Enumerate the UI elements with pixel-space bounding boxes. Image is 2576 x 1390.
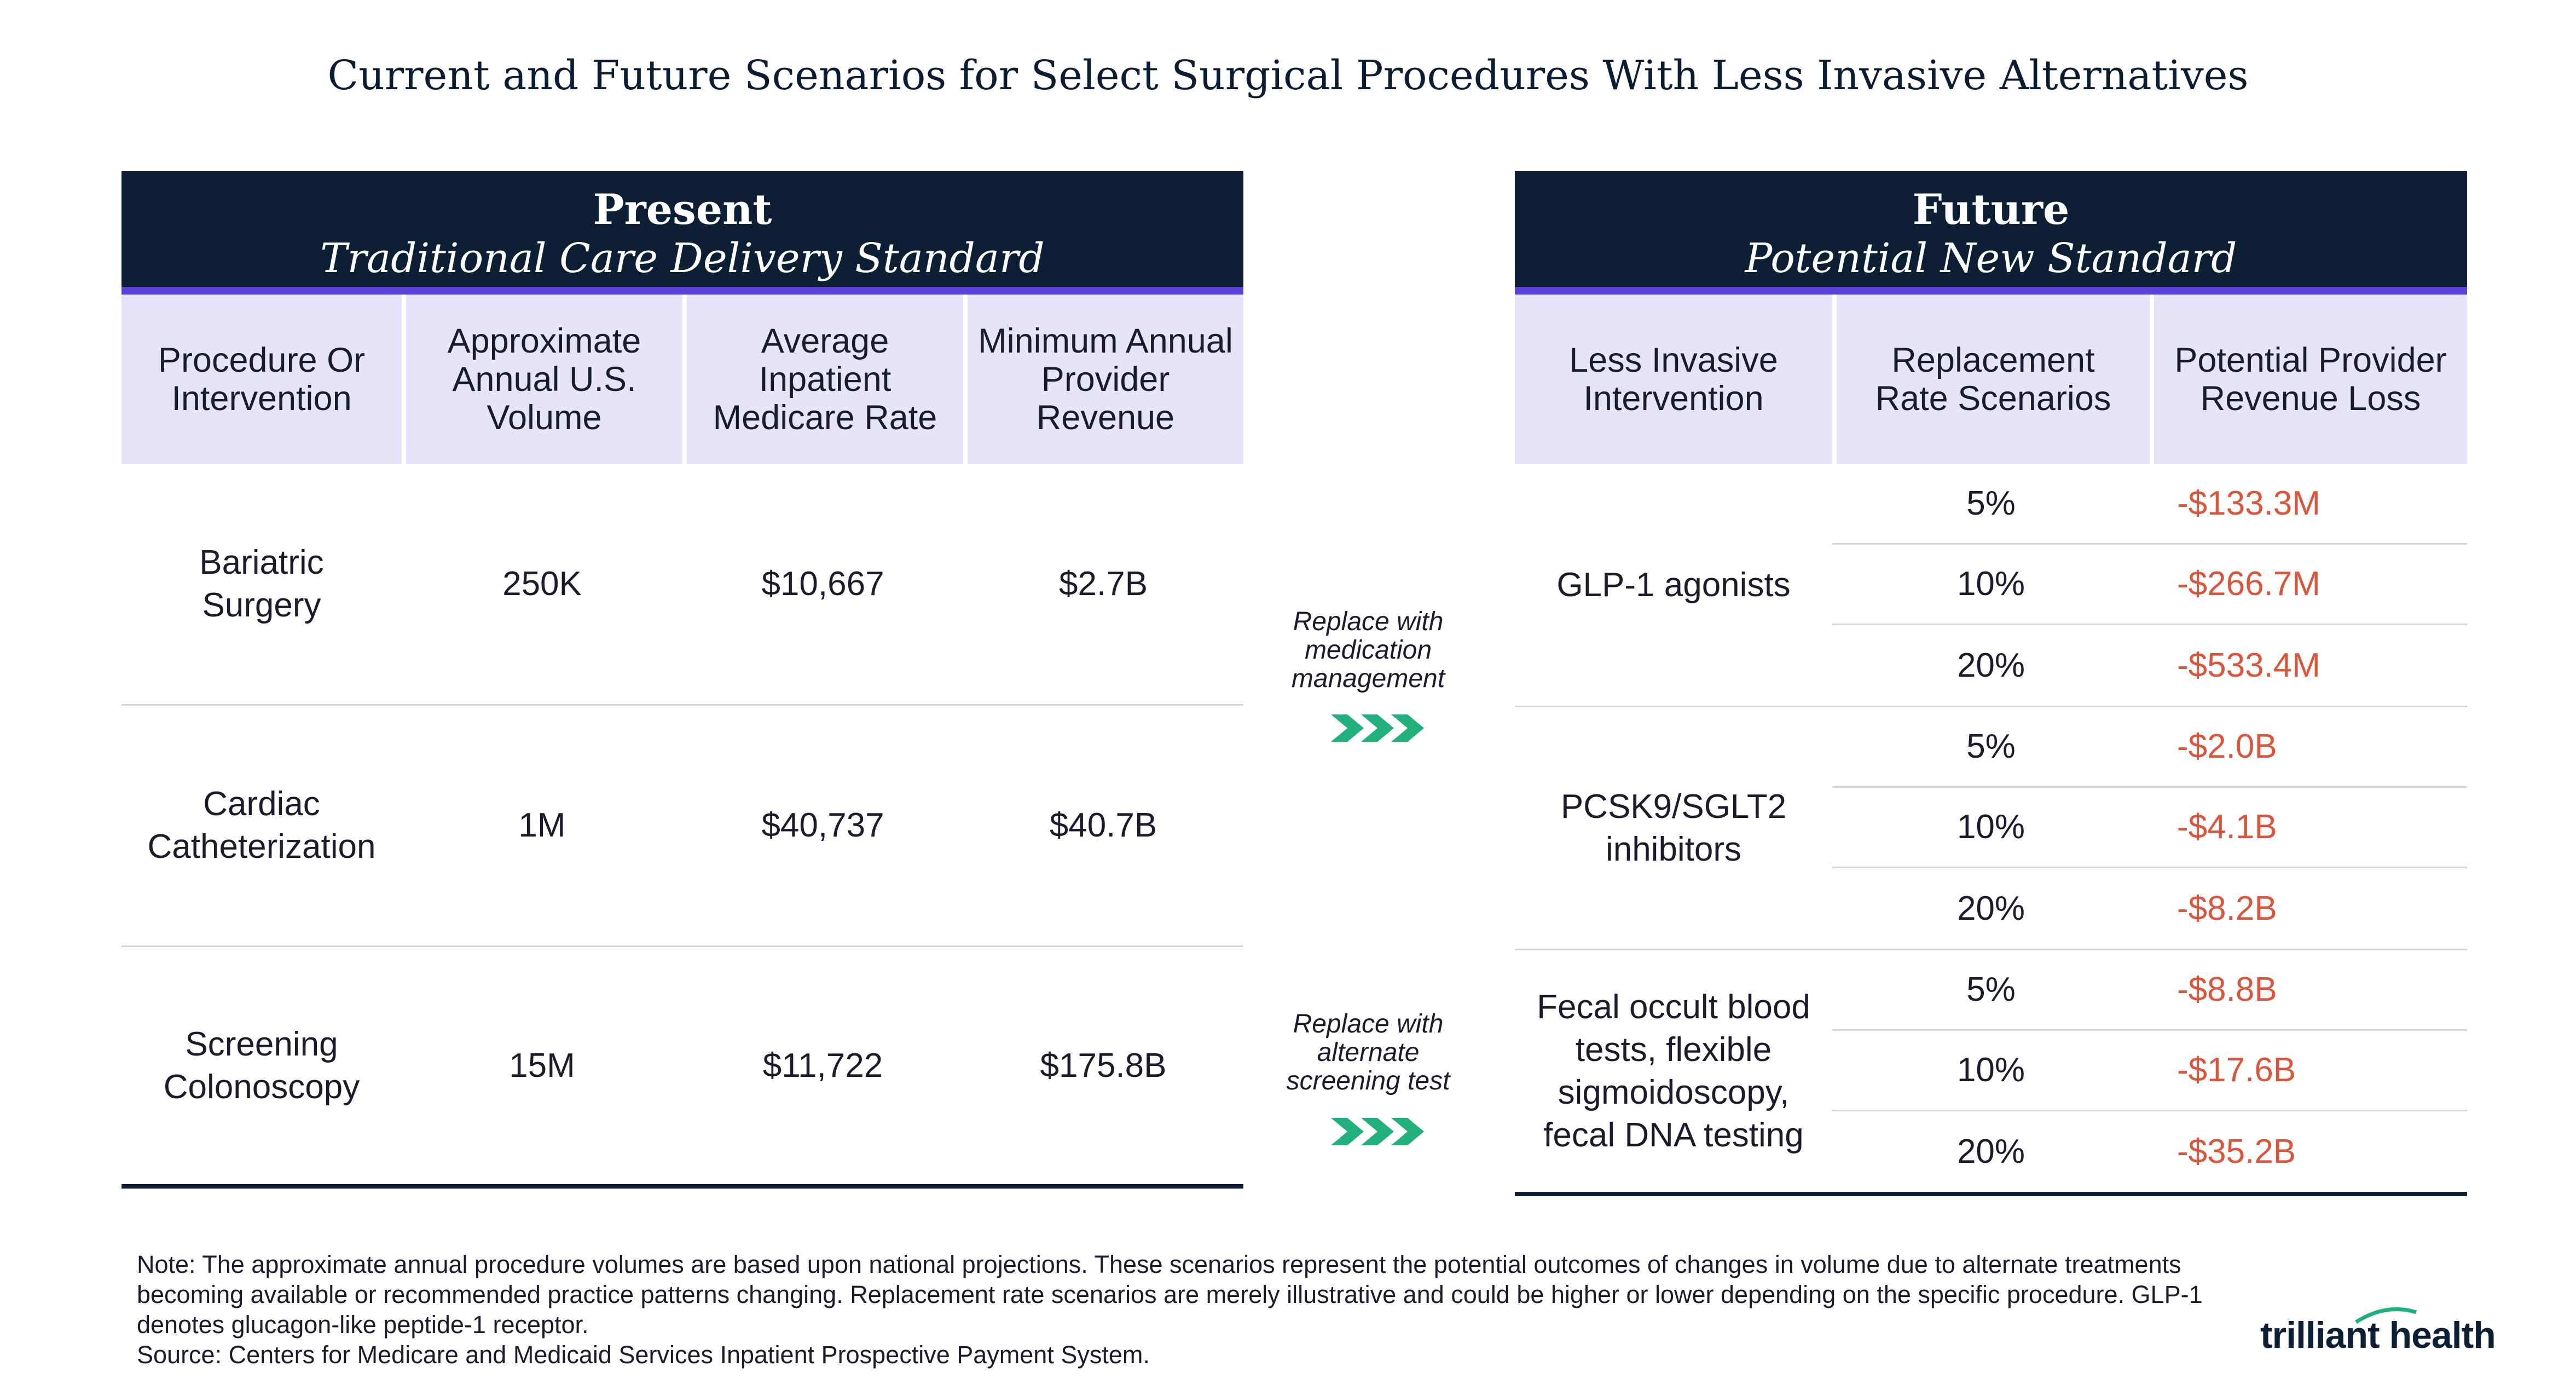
future-panel: Future Potential New Standard Less Invas…	[1515, 171, 2467, 1196]
present-column-headers: Procedure Or Intervention Approximate An…	[121, 295, 1243, 464]
future-header: Future Potential New Standard	[1515, 171, 2467, 295]
logo-swoosh-icon	[2355, 1307, 2417, 1324]
column-header-revenue: Minimum Annual Provider Revenue	[963, 295, 1243, 464]
page-title: Current and Future Scenarios for Select …	[327, 52, 2249, 99]
column-header-label: Minimum Annual Provider Revenue	[978, 322, 1233, 437]
chevron-arrows-icon	[1331, 1118, 1424, 1145]
procedure-name: Bariatric Surgery	[199, 544, 324, 624]
column-header-label: Potential Provider Revenue Loss	[2174, 341, 2447, 418]
column-header-label: Average Inpatient Medicare Rate	[713, 322, 937, 437]
column-header-label: Less Invasive Intervention	[1569, 341, 1778, 418]
future-column-headers: Less Invasive Intervention Replacement R…	[1515, 295, 2467, 464]
scenario-list: 5% -$2.0B 10% -$4.1B 20% -$8.2B	[1832, 707, 2467, 949]
replace-medication-label: Replace with medication management	[1291, 607, 1445, 693]
replacement-rate: 20%	[1956, 646, 2025, 684]
replacement-rate: 5%	[1966, 971, 2016, 1008]
column-header-procedure: Procedure Or Intervention	[121, 295, 402, 464]
revenue-loss: -$266.7M	[2177, 565, 2320, 603]
procedure-cell: Screening Colonoscopy	[121, 1023, 402, 1109]
scenario-row: 10% -$4.1B	[1832, 788, 2467, 868]
footnote-source: Source: Centers for Medicare and Medicai…	[137, 1341, 1150, 1369]
table-row: Cardiac Catheterization 1M $40,737 $40.7…	[121, 706, 1243, 947]
footnote-note: Note: The approximate annual procedure v…	[137, 1250, 2203, 1339]
revenue-loss: -$35.2B	[2177, 1132, 2296, 1170]
replacement-rate: 20%	[1956, 1132, 2025, 1170]
scenario-row: 20% -$533.4M	[1832, 625, 2467, 706]
procedure-name: Screening Colonoscopy	[163, 1025, 360, 1106]
rate-cell: $40,737	[761, 806, 884, 844]
replacement-rate: 10%	[1956, 565, 2025, 603]
replacement-rate: 10%	[1956, 1051, 2025, 1089]
column-header-label: Approximate Annual U.S. Volume	[447, 322, 641, 437]
revenue-loss: -$8.8B	[2177, 971, 2277, 1008]
intervention-cell: PCSK9/SGLT2 inhibitors	[1515, 707, 1832, 949]
intervention-group: GLP-1 agonists 5% -$133.3M 10% -$266.7M …	[1515, 464, 2467, 707]
revenue-loss: -$4.1B	[2177, 808, 2277, 846]
future-subheading: Potential New Standard	[1745, 235, 2237, 282]
column-header-volume: Approximate Annual U.S. Volume	[402, 295, 682, 464]
scenario-row: 5% -$133.3M	[1832, 464, 2467, 545]
revenue-loss: -$2.0B	[2177, 728, 2277, 765]
footnote: Note: The approximate annual procedure v…	[137, 1249, 2271, 1370]
procedure-cell: Bariatric Surgery	[121, 541, 402, 627]
future-heading: Future	[1912, 185, 2070, 234]
scenario-list: 5% -$8.8B 10% -$17.6B 20% -$35.2B	[1832, 950, 2467, 1192]
scenario-row: 20% -$8.2B	[1832, 868, 2467, 949]
scenario-row: 5% -$8.8B	[1832, 950, 2467, 1031]
column-header-revenue-loss: Potential Provider Revenue Loss	[2150, 295, 2467, 464]
volume-cell: 1M	[518, 806, 566, 844]
scenario-row: 10% -$17.6B	[1832, 1031, 2467, 1111]
table-row: Screening Colonoscopy 15M $11,722 $175.8…	[121, 947, 1243, 1189]
revenue-cell: $175.8B	[1040, 1046, 1167, 1085]
scenario-list: 5% -$133.3M 10% -$266.7M 20% -$533.4M	[1832, 464, 2467, 706]
chevron-arrows-icon	[1331, 714, 1424, 742]
volume-cell: 250K	[502, 565, 582, 603]
table-row: Bariatric Surgery 250K $10,667 $2.7B	[121, 464, 1243, 706]
replacement-rate: 5%	[1966, 728, 2016, 765]
column-header-rate: Average Inpatient Medicare Rate	[682, 295, 963, 464]
intervention-name: Fecal occult blood tests, flexible sigmo…	[1537, 988, 1810, 1154]
column-header-replacement-rate: Replacement Rate Scenarios	[1832, 295, 2150, 464]
intervention-group: Fecal occult blood tests, flexible sigmo…	[1515, 950, 2467, 1196]
trilliant-health-logo: trilliant health	[2260, 1314, 2496, 1356]
replacement-rate: 20%	[1956, 889, 2025, 927]
volume-cell: 15M	[509, 1046, 575, 1085]
intervention-name: PCSK9/SGLT2 inhibitors	[1560, 787, 1787, 868]
revenue-loss: -$8.2B	[2177, 889, 2277, 927]
revenue-loss: -$533.4M	[2177, 646, 2320, 684]
revenue-cell: $40.7B	[1049, 806, 1157, 844]
intervention-cell: GLP-1 agonists	[1556, 566, 1791, 604]
column-header-label: Procedure Or Intervention	[158, 341, 366, 418]
intervention-cell: Fecal occult blood tests, flexible sigmo…	[1515, 950, 1832, 1192]
present-panel: Present Traditional Care Delivery Standa…	[121, 171, 1243, 1189]
revenue-loss: -$17.6B	[2177, 1051, 2296, 1089]
column-header-intervention: Less Invasive Intervention	[1515, 295, 1832, 464]
intervention-group: PCSK9/SGLT2 inhibitors 5% -$2.0B 10% -$4…	[1515, 707, 2467, 950]
replacement-rate: 5%	[1966, 485, 2016, 522]
present-heading: Present	[593, 185, 772, 234]
replacement-rate: 10%	[1956, 808, 2025, 846]
rate-cell: $10,667	[761, 565, 884, 603]
revenue-loss: -$133.3M	[2177, 485, 2320, 522]
scenario-row: 5% -$2.0B	[1832, 707, 2467, 788]
column-header-label: Replacement Rate Scenarios	[1875, 341, 2111, 418]
procedure-cell: Cardiac Catheterization	[121, 783, 402, 868]
replace-screening-label: Replace with alternate screening test	[1286, 1010, 1450, 1095]
present-header: Present Traditional Care Delivery Standa…	[121, 171, 1243, 295]
scenario-row: 10% -$266.7M	[1832, 545, 2467, 625]
rate-cell: $11,722	[762, 1046, 883, 1085]
revenue-cell: $2.7B	[1058, 565, 1148, 603]
procedure-name: Cardiac Catheterization	[147, 785, 376, 866]
scenario-row: 20% -$35.2B	[1832, 1111, 2467, 1192]
present-subheading: Traditional Care Delivery Standard	[320, 235, 1045, 282]
